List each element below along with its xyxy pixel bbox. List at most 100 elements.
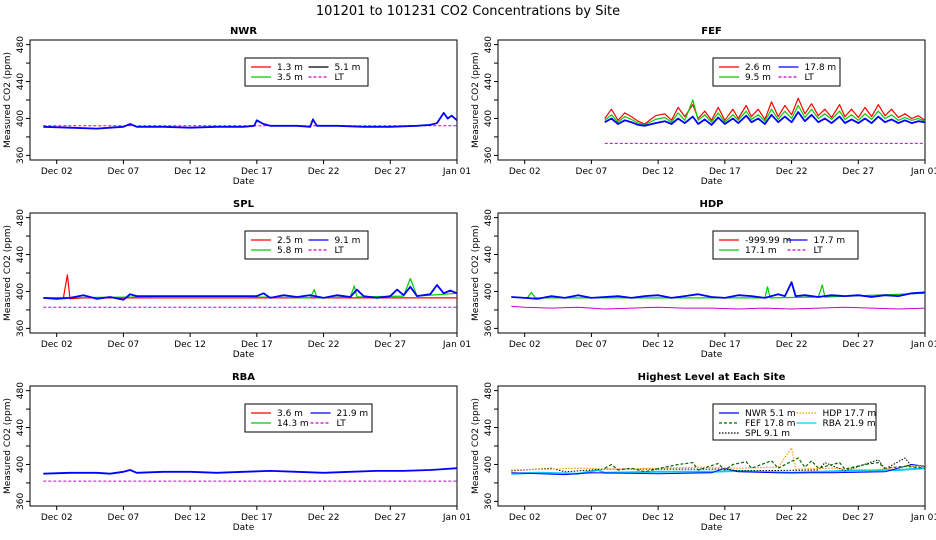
x-tick-label: Dec 17 [241,513,273,523]
legend-box [244,403,373,433]
x-tick-label: Dec 07 [108,513,140,523]
x-tick-label: Dec 27 [842,340,874,350]
x-axis-label: Date [701,523,723,533]
series-17-1-m [511,284,925,299]
legend-label: LT [335,246,345,256]
legend-box [244,230,369,260]
legend-label: 5.1 m [335,63,361,73]
y-tick-label: 400 [484,110,494,127]
legend-label: FEF 17.8 m [745,419,796,429]
y-axis-label: Measured CO2 (ppm) [471,52,481,148]
series-hdp [511,447,925,471]
legend-label: LT [337,419,347,429]
legend-label: LT [814,246,824,256]
legend-label: SPL 9.1 m [745,429,790,439]
x-tick-label: Dec 02 [41,340,73,350]
plot-frame [29,212,458,334]
y-tick-label: 480 [484,36,494,53]
series-2-6-m [604,97,925,125]
y-axis-label: Measured CO2 (ppm) [471,225,481,321]
legend-label: 2.6 m [745,63,771,73]
legend-label: 3.5 m [277,73,303,83]
y-tick-label: 360 [16,493,26,510]
series-9-1-m [43,284,457,301]
panel-title: Highest Level at Each Site [638,372,786,383]
x-tick-label: Dec 17 [709,513,741,523]
x-tick-label: Dec 07 [576,167,608,177]
y-tick-label: 360 [16,320,26,337]
legend-label: 17.1 m [745,246,777,256]
panel-title: SPL [233,199,255,210]
x-tick-label: Dec 22 [776,340,808,350]
legend-label: 9.5 m [745,73,771,83]
panel-title: FEF [701,26,722,37]
legend: 1.3 m 5.1 m 3.5 m LT [244,57,369,87]
legend-label: 17.8 m [805,63,837,73]
series-17-7-m [511,281,925,300]
x-tick-label: Dec 02 [509,167,541,177]
y-tick-label: 400 [484,456,494,473]
x-tick-label: Dec 17 [709,340,741,350]
y-tick-label: 400 [484,283,494,300]
x-axis-label: Date [233,177,255,187]
legend-label: 1.3 m [277,63,303,73]
x-tick-label: Dec 17 [241,340,273,350]
legend-box [712,57,841,87]
series-21-9-m [43,467,457,475]
y-tick-label: 440 [484,419,494,436]
x-tick-label: Dec 22 [776,167,808,177]
legend-label: LT [805,73,815,83]
y-tick-label: 480 [484,382,494,399]
series-5-1-m [43,112,457,130]
y-tick-label: 480 [16,209,26,226]
x-tick-label: Dec 17 [241,167,273,177]
y-tick-label: 440 [16,419,26,436]
y-tick-label: 360 [484,320,494,337]
y-axis-label: Measured CO2 (ppm) [3,52,13,148]
legend-label: HDP 17.7 m [823,409,877,419]
legend-label: 5.8 m [277,246,303,256]
x-tick-label: Dec 27 [842,167,874,177]
x-tick-label: Dec 07 [108,167,140,177]
x-tick-label: Dec 27 [374,340,406,350]
x-axis-label: Date [701,177,723,187]
x-tick-label: Jan 01 [910,513,936,523]
x-tick-label: Dec 27 [374,167,406,177]
x-tick-label: Dec 12 [174,167,206,177]
series-5-8-m [43,277,457,299]
x-tick-label: Jan 01 [442,340,471,350]
x-tick-label: Jan 01 [442,513,471,523]
plot-frame [497,212,926,334]
panel-title: RBA [232,372,255,383]
legend-box [712,230,859,260]
x-tick-label: Dec 22 [308,167,340,177]
x-tick-label: Dec 27 [374,513,406,523]
x-tick-label: Dec 12 [174,340,206,350]
legend-label: RBA 21.9 m [823,419,876,429]
x-tick-label: Dec 17 [709,167,741,177]
legend-label: 14.3 m [277,419,309,429]
series-lt [511,305,925,310]
panel-title: NWR [230,26,257,37]
x-tick-label: Dec 02 [509,340,541,350]
x-tick-label: Dec 02 [41,513,73,523]
x-axis-label: Date [233,350,255,360]
series-nwr [511,464,925,476]
y-tick-label: 480 [484,209,494,226]
x-tick-label: Dec 12 [174,513,206,523]
y-tick-label: 480 [16,382,26,399]
series-group [604,97,925,144]
y-tick-label: 400 [16,283,26,300]
figure-title: 101201 to 101231 CO2 Concentrations by S… [316,4,620,19]
y-tick-label: 480 [16,36,26,53]
legend: -999.99 m 17.7 m 17.1 m LT [712,230,859,260]
legend: NWR 5.1 m HDP 17.7 m FEF 17.8 m RBA 21.9 m S… [712,403,877,441]
series-group [511,281,925,310]
x-axis-label: Date [701,350,723,360]
legend-label: LT [335,73,345,83]
legend-box [244,57,369,87]
legend-label: NWR 5.1 m [745,409,796,419]
